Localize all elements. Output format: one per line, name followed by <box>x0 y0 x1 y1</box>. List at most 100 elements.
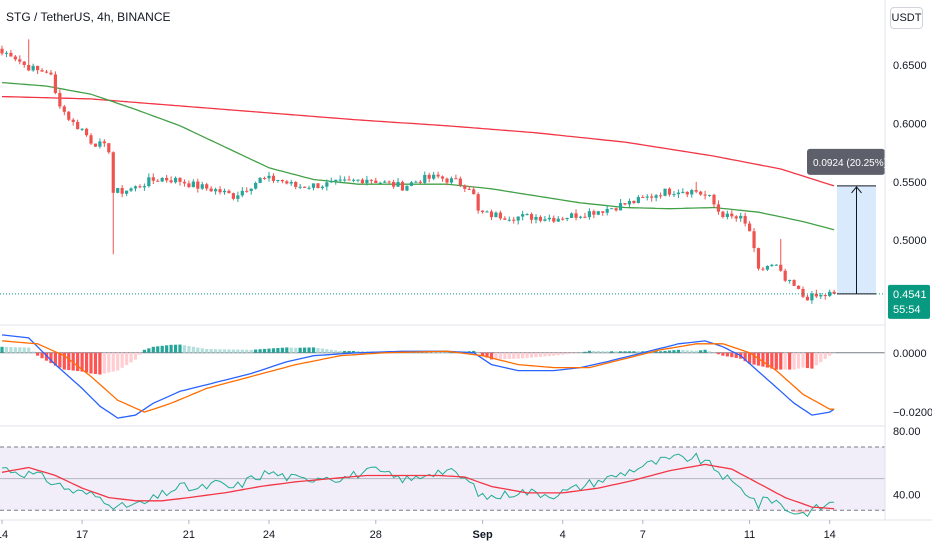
candle-body <box>529 214 534 220</box>
candle-body <box>294 181 298 187</box>
macd-histogram-bar <box>828 352 832 356</box>
price-tick-label: 0.6000 <box>893 118 927 130</box>
candle-body <box>116 188 120 193</box>
macd-histogram-bar <box>472 350 476 353</box>
macd-histogram-bar <box>805 352 810 369</box>
candle-body <box>801 288 805 297</box>
macd-line <box>1 334 835 419</box>
candle-body <box>641 197 645 199</box>
candle-body <box>320 186 324 189</box>
macd-histogram-bar <box>752 352 756 365</box>
candle-body <box>182 181 187 184</box>
candle-body <box>351 179 356 181</box>
macd-histogram-bar <box>187 346 191 353</box>
candle-body <box>481 210 485 213</box>
candle-body <box>311 183 316 188</box>
candle-body <box>44 71 49 73</box>
candle-body <box>512 219 516 221</box>
candle-body <box>369 179 373 181</box>
candle-body <box>432 174 436 179</box>
candle-body <box>325 182 329 187</box>
macd-histogram-bar <box>191 346 195 353</box>
candle-body <box>258 178 262 183</box>
candle-body <box>76 122 80 130</box>
candle-body <box>298 186 302 188</box>
candle-body <box>752 231 756 249</box>
macd-histogram-bar <box>125 352 129 366</box>
macd-histogram-bar <box>734 352 738 358</box>
candle-body <box>694 190 698 192</box>
candle-body <box>761 268 765 270</box>
macd-histogram-bar <box>765 352 769 368</box>
macd-histogram-bar <box>325 349 329 353</box>
candle-body <box>436 174 440 177</box>
macd-histogram-bar <box>694 350 698 353</box>
candle-body <box>245 190 249 192</box>
candle-body <box>681 191 685 193</box>
macd-histogram-bar <box>102 352 106 374</box>
macd-histogram-bar <box>227 349 231 353</box>
macd-histogram-bar <box>796 352 801 369</box>
rsi-oversold-fill <box>796 510 801 513</box>
candle-body <box>196 181 200 189</box>
candle-body <box>347 179 351 181</box>
rsi-tick-label: 40.00 <box>893 489 921 501</box>
candle-body <box>156 180 160 182</box>
candle-body <box>178 177 182 182</box>
macd-histogram-bar <box>231 349 235 353</box>
macd-histogram-bar <box>258 349 262 353</box>
macd-histogram-bar <box>596 351 600 353</box>
candle-body <box>485 211 489 213</box>
candle-body <box>783 270 787 281</box>
candle-body <box>418 181 422 183</box>
macd-histogram-bar <box>788 352 792 370</box>
candle-body <box>627 200 632 205</box>
candle-body <box>494 212 498 218</box>
candle-body <box>84 128 89 136</box>
macd-histogram-bar <box>614 351 618 353</box>
last-price-badge <box>888 284 930 319</box>
currency-selector-button[interactable]: USDT <box>890 7 923 29</box>
macd-histogram-bar <box>663 350 667 353</box>
macd-histogram-bar <box>476 352 480 354</box>
candle-body <box>214 189 218 192</box>
candle-body <box>721 211 725 218</box>
candle-body <box>521 214 525 217</box>
macd-histogram-bar <box>289 347 293 353</box>
candle-body <box>507 219 511 221</box>
macd-histogram-bar <box>249 349 253 353</box>
macd-histogram-bar <box>743 352 747 362</box>
candle-body <box>543 219 547 221</box>
candle-body <box>765 265 769 270</box>
macd-histogram-bar <box>770 352 774 369</box>
candle-body <box>18 59 22 62</box>
macd-histogram-bar <box>49 352 53 364</box>
candle-body <box>610 208 614 210</box>
macd-histogram-bar <box>360 351 365 353</box>
macd-histogram-bar <box>214 349 218 353</box>
macd-histogram-bar <box>685 350 689 353</box>
candle-body <box>796 285 801 289</box>
candle-body <box>191 181 195 188</box>
candle-body <box>605 208 609 213</box>
candles <box>0 39 836 304</box>
candle-body <box>716 204 721 212</box>
macd-histogram-bar <box>271 348 276 353</box>
macd-histogram-bar <box>196 347 200 353</box>
macd-histogram-bar <box>156 346 160 353</box>
time-tick-label: 17 <box>76 529 88 541</box>
macd-histogram-bar <box>427 352 431 353</box>
macd-histogram-bar <box>627 351 632 353</box>
macd-histogram-bar <box>116 352 120 371</box>
macd-histogram-bar <box>67 352 71 371</box>
candle-body <box>49 72 53 75</box>
macd-histogram-bar <box>440 352 445 354</box>
macd-histogram-bar <box>316 348 320 353</box>
candle-body <box>334 179 338 182</box>
macd-histogram-bar <box>18 347 22 353</box>
candle-body <box>707 194 712 196</box>
candle-body <box>472 189 476 195</box>
measure-label-box <box>807 148 885 175</box>
